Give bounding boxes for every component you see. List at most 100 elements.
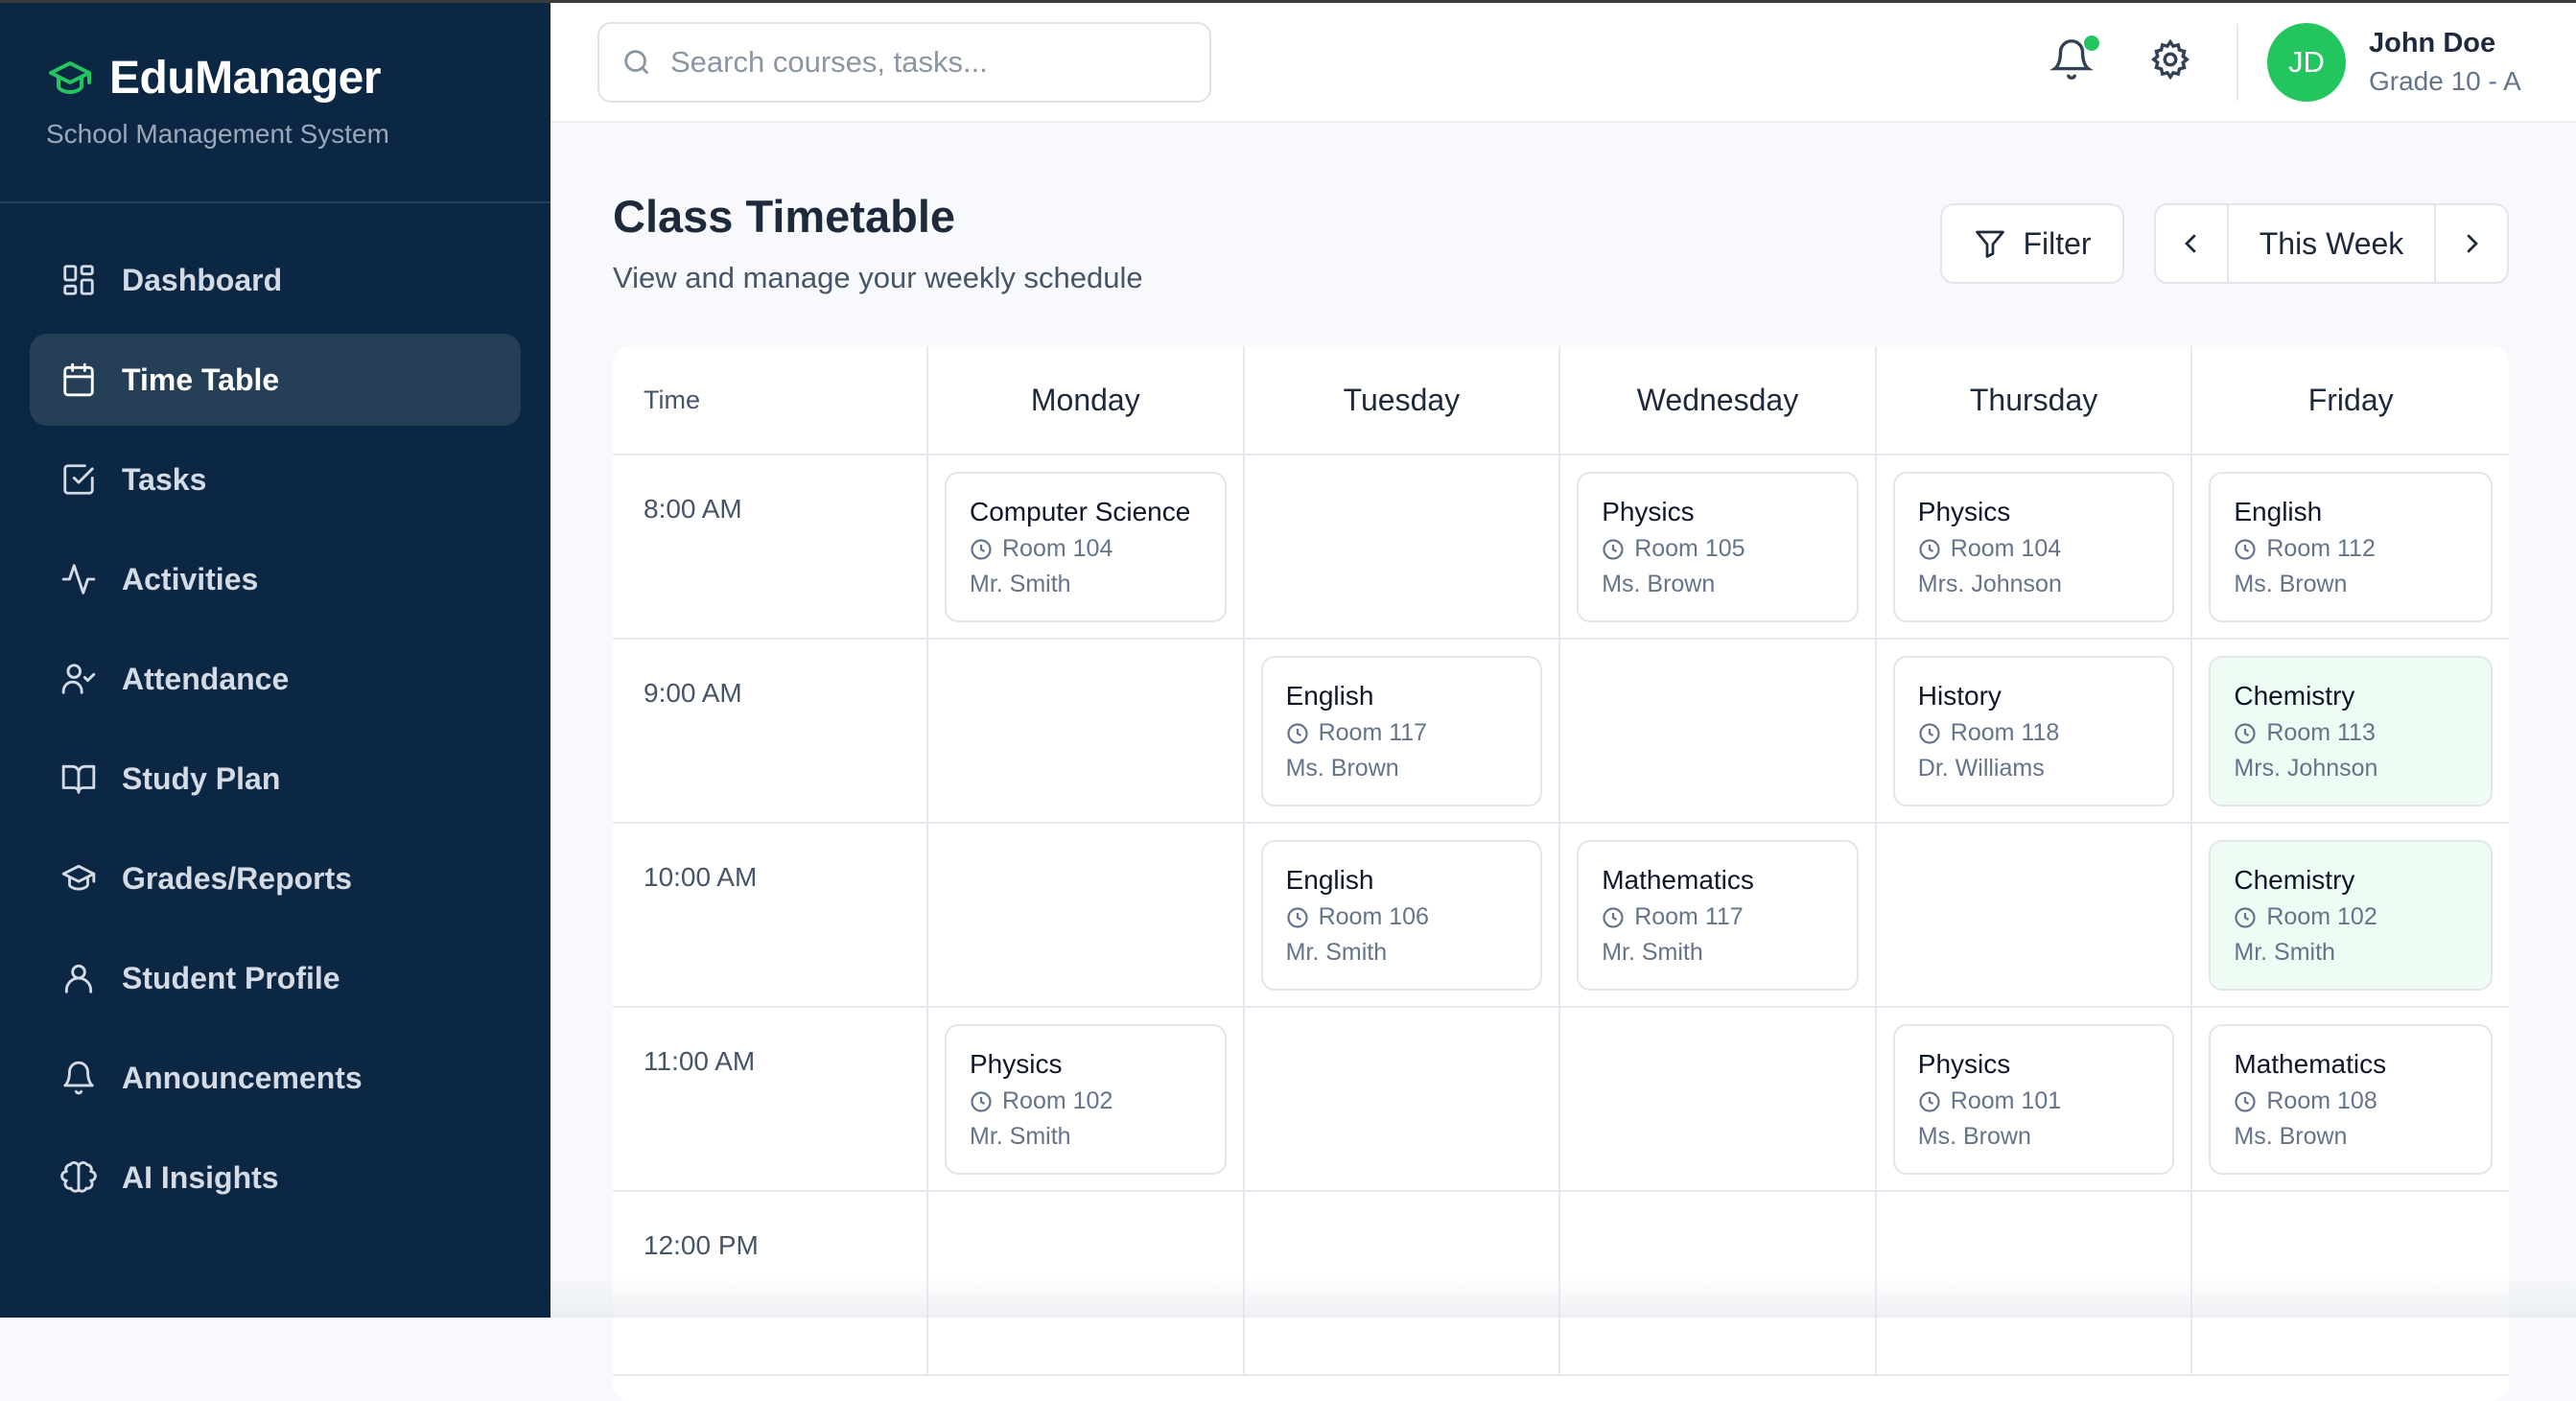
class-teacher: Ms. Brown (1285, 755, 1399, 782)
timetable-cell[interactable]: Physics Room 102 Mr. Smith (928, 1008, 1245, 1192)
room-label: Room 106 (1318, 903, 1429, 930)
sidebar-nav: Dashboard Time Table Tasks Activities Attend… (30, 234, 521, 1231)
class-teacher: Mr. Smith (1285, 939, 1388, 966)
class-teacher: Mr. Smith (2234, 939, 2335, 966)
class-subject: English (1285, 681, 1374, 711)
class-card[interactable]: Mathematics Room 117 Mr. Smith (1577, 840, 1859, 991)
sidebar-item-time-table[interactable]: Time Table (30, 334, 521, 426)
class-room: Room 106 (1286, 903, 1541, 931)
sidebar-item-study-plan[interactable]: Study Plan (30, 733, 521, 825)
timetable-cell[interactable] (1560, 640, 1877, 824)
class-card[interactable]: Chemistry Room 113 Mrs. Johnson (2209, 656, 2493, 806)
class-card[interactable]: Physics Room 102 Mr. Smith (945, 1024, 1227, 1175)
timetable-cell[interactable]: Physics Room 101 Ms. Brown (1876, 1008, 2193, 1192)
class-card[interactable]: Physics Room 104 Mrs. Johnson (1892, 472, 2175, 622)
timetable-cell[interactable]: English Room 112 Ms. Brown (2192, 455, 2509, 640)
clock-icon (2235, 1090, 2256, 1112)
timetable-cell[interactable]: History Room 118 Dr. Williams (1876, 640, 2193, 824)
class-room: Room 101 (1918, 1087, 2173, 1115)
sidebar-item-label: Study Plan (122, 760, 281, 796)
search-box[interactable] (597, 22, 1211, 103)
class-teacher: Mr. Smith (970, 1123, 1071, 1150)
bell-icon[interactable] (2049, 37, 2094, 82)
class-teacher: Mr. Smith (1602, 939, 1703, 966)
sidebar-item-label: Grades/Reports (122, 860, 353, 896)
timetable-cell[interactable]: Chemistry Room 102 Mr. Smith (2192, 824, 2509, 1008)
timetable-cell[interactable] (928, 640, 1245, 824)
class-room: Room 113 (2234, 719, 2491, 747)
class-teacher: Ms. Brown (1917, 1123, 2031, 1150)
clock-icon (1286, 722, 1308, 744)
timetable-cell[interactable] (1560, 1008, 1877, 1192)
class-card[interactable]: English Room 117 Ms. Brown (1260, 656, 1543, 806)
sidebar-item-grades-reports[interactable]: Grades/Reports (30, 832, 521, 924)
class-subject: Physics (970, 1049, 1063, 1079)
class-card[interactable]: History Room 118 Dr. Williams (1892, 656, 2175, 806)
timetable: Time Monday Tuesday Wednesday Thursday Friday… (613, 346, 2509, 1401)
timetable-cell[interactable]: English Room 117 Ms. Brown (1244, 640, 1561, 824)
room-label: Room 105 (1634, 535, 1745, 562)
sidebar: EduManager School Management System Dash… (0, 0, 550, 1318)
class-teacher: Ms. Brown (2234, 1123, 2348, 1150)
class-card[interactable]: Computer Science Room 104 Mr. Smith (945, 472, 1227, 622)
sidebar-item-announcements[interactable]: Announcements (30, 1032, 521, 1124)
checkbox-icon (63, 464, 94, 495)
window-top-edge (0, 0, 2576, 3)
class-subject: Mathematics (2234, 1049, 2387, 1079)
page-subtitle: View and manage your weekly schedule (613, 261, 1143, 294)
room-label: Room 104 (1950, 535, 2062, 562)
class-card[interactable]: Physics Room 105 Ms. Brown (1577, 472, 1859, 622)
class-card[interactable]: Physics Room 101 Ms. Brown (1892, 1024, 2175, 1175)
timetable-cell[interactable]: Computer Science Room 104 Mr. Smith (928, 455, 1245, 640)
timetable-cell[interactable]: Physics Room 105 Ms. Brown (1560, 455, 1877, 640)
avatar[interactable]: JD (2267, 23, 2346, 102)
user-icon (64, 964, 93, 993)
room-label: Room 113 (2266, 719, 2376, 746)
user-grade: Grade 10 - A (2369, 66, 2521, 96)
clock-icon (1919, 722, 1940, 744)
timetable-cell[interactable] (1876, 824, 2193, 1008)
day-header: Wednesday (1560, 346, 1877, 455)
clock-icon (2235, 722, 2256, 744)
room-label: Room 117 (1318, 719, 1428, 746)
timetable-cell[interactable]: Mathematics Room 117 Mr. Smith (1560, 824, 1877, 1008)
calendar-icon (63, 362, 94, 397)
timetable-cell[interactable]: Chemistry Room 113 Mrs. Johnson (2192, 640, 2509, 824)
timetable-cell[interactable] (1244, 1008, 1561, 1192)
room-label: Room 108 (2266, 1087, 2377, 1114)
next-week-button[interactable] (2436, 205, 2507, 282)
sidebar-item-tasks[interactable]: Tasks (30, 433, 521, 525)
class-card[interactable]: English Room 112 Ms. Brown (2209, 472, 2493, 622)
timetable-cell[interactable] (1244, 455, 1561, 640)
class-card[interactable]: English Room 106 Mr. Smith (1260, 840, 1543, 991)
week-label[interactable]: This Week (2227, 205, 2436, 282)
sidebar-item-ai-insights[interactable]: AI Insights (30, 1132, 521, 1224)
timetable-cell[interactable]: English Room 106 Mr. Smith (1244, 824, 1561, 1008)
clock-icon (1919, 538, 1940, 560)
class-subject: English (1285, 865, 1374, 895)
timetable-cell[interactable]: Physics Room 104 Mrs. Johnson (1876, 455, 2193, 640)
top-header: JD John Doe Grade 10 - A (550, 3, 2576, 123)
sidebar-item-student-profile[interactable]: Student Profile (30, 932, 521, 1024)
class-subject: Physics (1917, 497, 2011, 526)
dashboard-icon (63, 265, 94, 295)
time-slot-label: 9:00 AM (613, 640, 928, 824)
sidebar-item-dashboard[interactable]: Dashboard (30, 234, 521, 326)
class-teacher: Dr. Williams (1917, 755, 2045, 782)
day-header: Monday (928, 346, 1245, 455)
sidebar-item-attendance[interactable]: Attendance (30, 633, 521, 725)
timetable-cell[interactable]: Mathematics Room 108 Ms. Brown (2192, 1008, 2509, 1192)
filter-button[interactable]: Filter (1940, 203, 2124, 284)
timetable-cell[interactable] (928, 824, 1245, 1008)
class-card[interactable]: Mathematics Room 108 Ms. Brown (2209, 1024, 2493, 1175)
class-room: Room 117 (1286, 719, 1541, 747)
search-input[interactable] (670, 45, 1188, 80)
sidebar-item-activities[interactable]: Activities (30, 533, 521, 625)
class-card[interactable]: Chemistry Room 102 Mr. Smith (2209, 840, 2493, 991)
gear-icon[interactable] (2148, 37, 2192, 82)
sidebar-item-label: Attendance (122, 661, 290, 696)
time-slot-label: 10:00 AM (613, 824, 928, 1008)
previous-week-button[interactable] (2156, 205, 2227, 282)
class-room: Room 102 (970, 1087, 1225, 1115)
clock-icon (2235, 538, 2256, 560)
